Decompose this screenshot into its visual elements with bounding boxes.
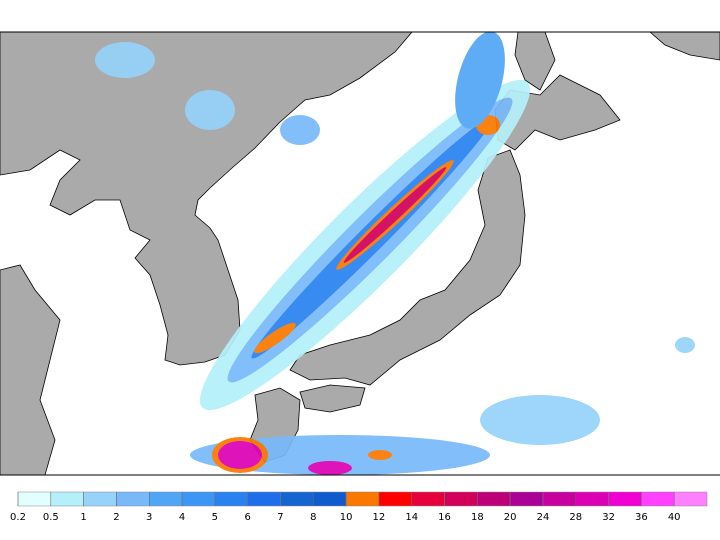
rain-area: [308, 461, 352, 475]
colorbar-label: 32: [602, 512, 615, 523]
rain-area: [343, 167, 447, 263]
colorbar-label: 7: [277, 512, 283, 523]
colorbar-label: 12: [373, 512, 386, 523]
colorbar-segment: [575, 491, 609, 507]
rain-area: [455, 31, 505, 129]
rain-area: [280, 115, 320, 145]
colorbar-label: 18: [471, 512, 484, 523]
colorbar-label: 0.2: [10, 512, 26, 523]
colorbar-segment: [673, 491, 708, 507]
rain-area: [185, 90, 235, 130]
colorbar-segment: [411, 491, 445, 507]
colorbar-segment: [608, 491, 642, 507]
colorbar-label: 4: [179, 512, 185, 523]
colorbar: 0.2 0.5 1 2 3 4 5 6 7 8 10 12 14 16 18 20 24 28 32 36 40: [10, 491, 708, 523]
colorbar-label: 10: [340, 512, 353, 523]
colorbar-segment: [148, 491, 183, 507]
colorbar-segment: [313, 491, 347, 507]
rain-area: [95, 42, 155, 78]
colorbar-label: 40: [668, 512, 681, 523]
colorbar-segment: [444, 491, 478, 507]
colorbar-label: 1: [80, 512, 86, 523]
rain-area: [480, 395, 600, 445]
land-honshu: [289, 149, 526, 386]
colorbar-segment: [280, 491, 314, 507]
colorbar-label: 5: [212, 512, 218, 523]
rain-area: [218, 441, 262, 469]
colorbar-label: 36: [635, 512, 648, 523]
colorbar-segment: [477, 491, 511, 507]
colorbar-segment: [378, 491, 412, 507]
colorbar-segment: [181, 491, 216, 507]
rain-area: [368, 450, 392, 460]
rain-area: [254, 322, 296, 354]
colorbar-segment: [116, 491, 150, 507]
precipitation: [95, 31, 695, 475]
colorbar-label: 16: [438, 512, 451, 523]
colorbar-segment: [83, 491, 117, 507]
colorbar-label: 3: [146, 512, 152, 523]
colorbar-label: 0.5: [43, 512, 59, 523]
land-mainland: [0, 31, 413, 366]
colorbar-segment: [509, 491, 544, 507]
colorbar-segment: [50, 491, 84, 507]
colorbar-segment: [17, 491, 52, 507]
colorbar-label: 8: [310, 512, 316, 523]
colorbar-segment: [542, 491, 577, 507]
colorbar-segment: [247, 491, 281, 507]
colorbar-label: 2: [113, 512, 119, 523]
colorbar-segment: [641, 491, 675, 507]
colorbar-label: 14: [405, 512, 418, 523]
land-shikoku: [299, 384, 366, 413]
colorbar-label: 6: [244, 512, 250, 523]
colorbar-segment: [345, 491, 380, 507]
colorbar-label: 24: [537, 512, 550, 523]
rain-area: [675, 337, 695, 353]
colorbar-label: 20: [504, 512, 517, 523]
colorbar-segment: [214, 491, 248, 507]
colorbar-label: 28: [569, 512, 582, 523]
rain-area: [190, 435, 490, 475]
